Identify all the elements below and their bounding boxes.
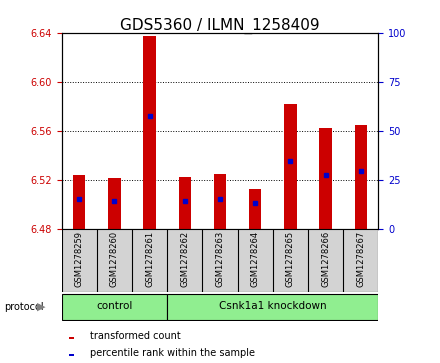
Bar: [108, 179, 121, 229]
Text: control: control: [96, 301, 132, 311]
Text: protocol: protocol: [4, 302, 44, 312]
Bar: [319, 128, 332, 229]
Text: GSM1278262: GSM1278262: [180, 231, 189, 287]
Text: GSM1278265: GSM1278265: [286, 231, 295, 287]
Bar: [284, 104, 297, 229]
Text: GDS5360 / ILMN_1258409: GDS5360 / ILMN_1258409: [120, 18, 320, 34]
Text: Csnk1a1 knockdown: Csnk1a1 knockdown: [219, 301, 326, 311]
Bar: [69, 337, 74, 339]
Text: GSM1278264: GSM1278264: [251, 231, 260, 287]
Bar: [179, 177, 191, 229]
Text: GSM1278261: GSM1278261: [145, 231, 154, 287]
Bar: [355, 125, 367, 229]
Text: GSM1278259: GSM1278259: [75, 231, 84, 287]
Bar: [249, 189, 261, 229]
Bar: [214, 174, 226, 229]
Text: transformed count: transformed count: [90, 331, 180, 341]
Text: GSM1278267: GSM1278267: [356, 231, 365, 287]
Bar: [167, 294, 378, 320]
Text: percentile rank within the sample: percentile rank within the sample: [90, 348, 255, 358]
Bar: [62, 294, 167, 320]
Bar: [73, 175, 85, 229]
Bar: [143, 36, 156, 229]
Text: GSM1278263: GSM1278263: [216, 231, 224, 287]
Text: GSM1278260: GSM1278260: [110, 231, 119, 287]
Text: ▶: ▶: [37, 302, 46, 312]
Bar: [69, 354, 74, 356]
Text: GSM1278266: GSM1278266: [321, 231, 330, 287]
